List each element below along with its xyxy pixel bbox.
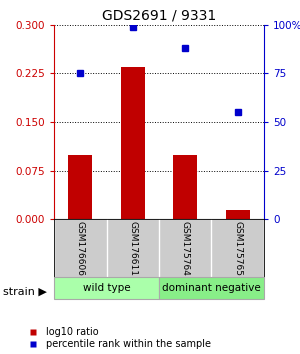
Text: GSM176606: GSM176606 [76,221,85,276]
Text: wild type: wild type [83,283,130,293]
Text: strain ▶: strain ▶ [3,287,47,297]
Legend: log10 ratio, percentile rank within the sample: log10 ratio, percentile rank within the … [23,327,211,349]
Text: GSM175765: GSM175765 [233,221,242,276]
Bar [226,210,250,219]
Bar [121,67,145,219]
Bar [159,277,264,299]
Bar [68,155,92,219]
Text: GSM175764: GSM175764 [181,221,190,276]
Title: GDS2691 / 9331: GDS2691 / 9331 [102,8,216,22]
Text: dominant negative: dominant negative [162,283,261,293]
Bar [173,155,197,219]
Text: GSM176611: GSM176611 [128,221,137,276]
Bar [54,277,159,299]
